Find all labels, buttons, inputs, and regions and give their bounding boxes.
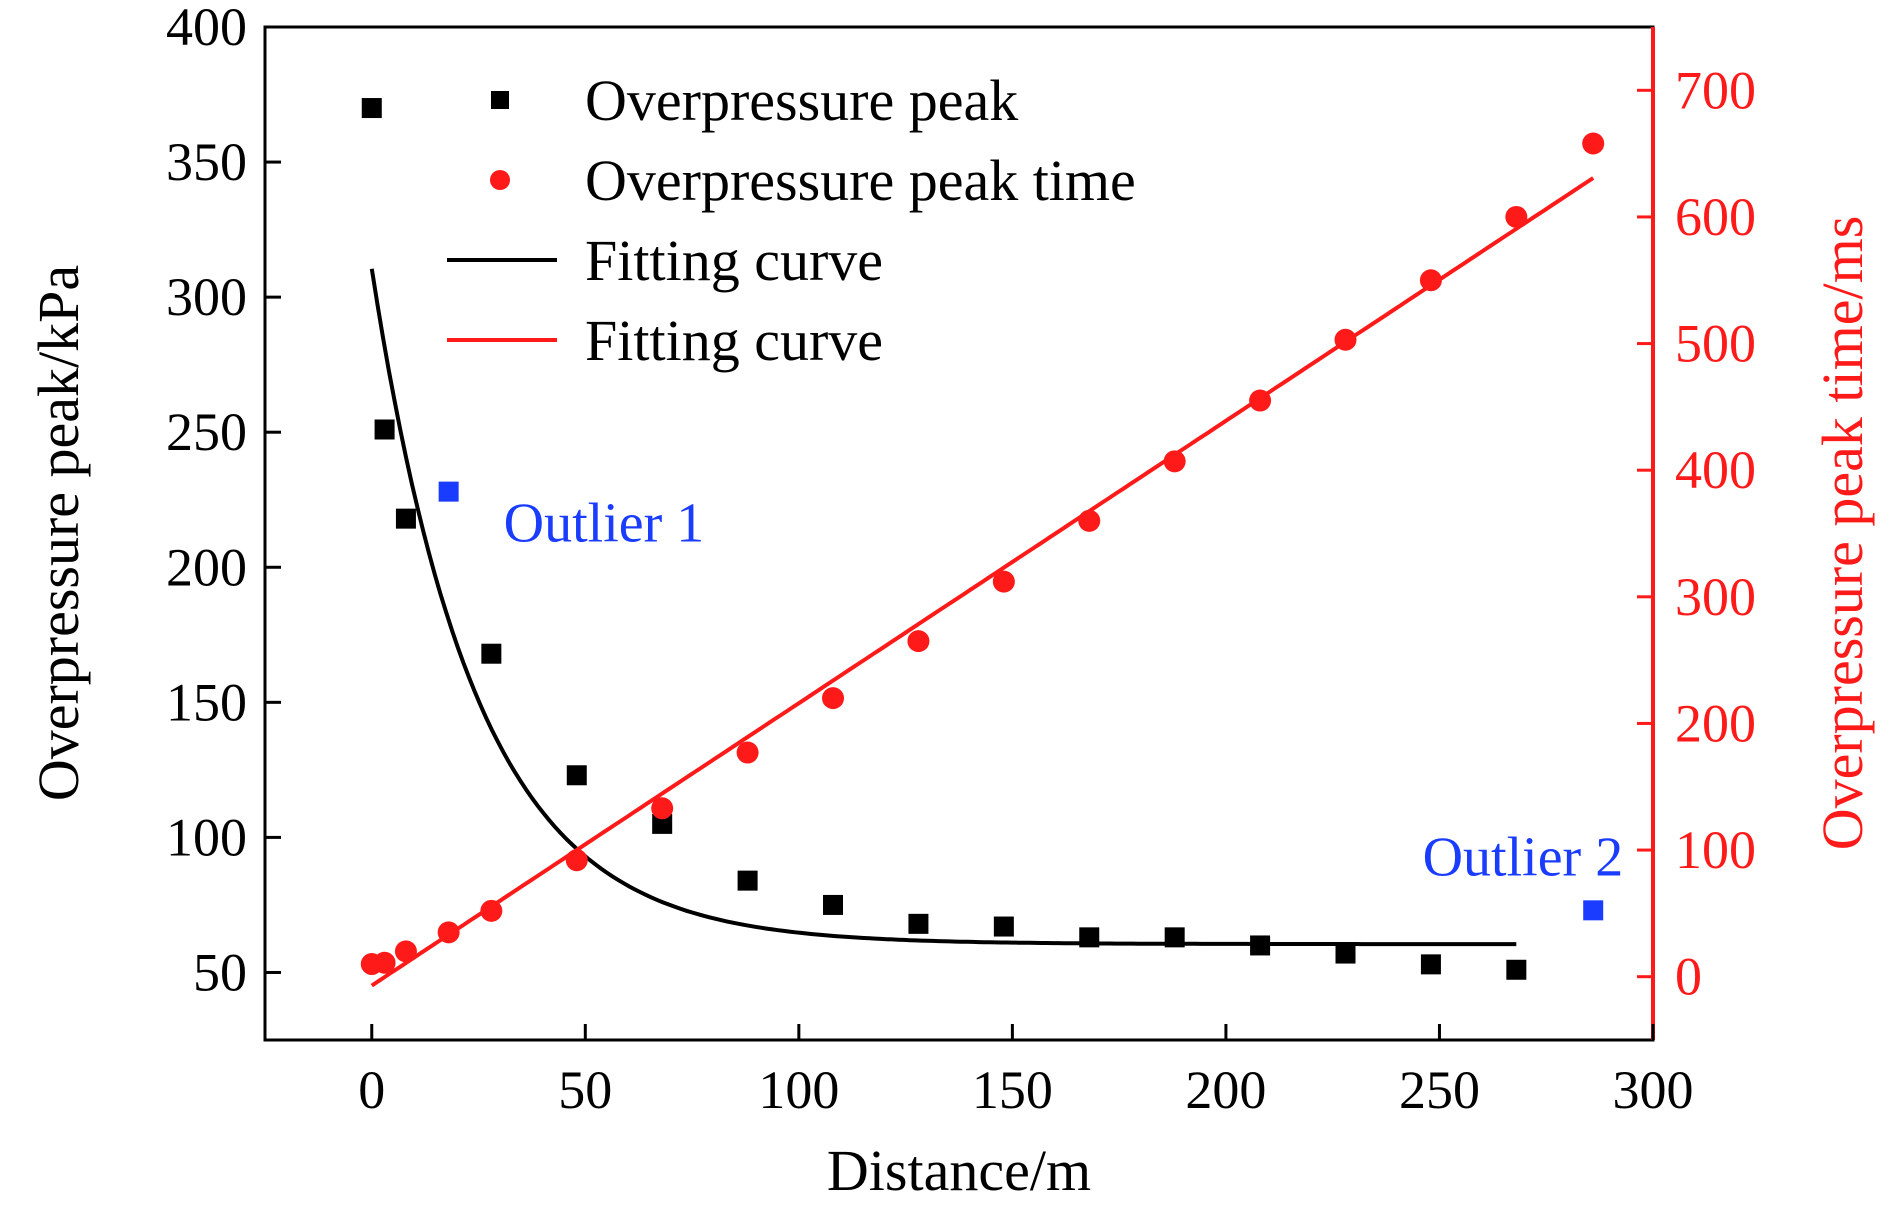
overpressure-peak-time-point (822, 687, 845, 710)
overpressure-peak-time-point (565, 849, 588, 872)
overpressure-peak-point (1164, 927, 1185, 948)
y-left-tick-label-200: 200 (166, 537, 247, 597)
x-tick-label-100: 100 (758, 1060, 839, 1120)
y-axis-title-right: Overpressure peak time/ms (1810, 216, 1875, 851)
y-right-tick-label-500: 500 (1675, 314, 1756, 374)
y-right-tick-label-700: 700 (1675, 60, 1756, 120)
legend-label: Fitting curve (585, 308, 883, 373)
y-right-tick-label-200: 200 (1675, 693, 1756, 753)
overpressure-peak-point (908, 913, 929, 934)
x-tick-label-200: 200 (1185, 1060, 1266, 1120)
overpressure-peak-time-point (394, 940, 417, 963)
y-left-tick-label-150: 150 (166, 672, 247, 732)
fitting-curve-black (369, 268, 1517, 947)
overpressure-peak-time-point (651, 797, 674, 820)
overpressure-peak-point (1079, 927, 1100, 948)
overpressure-peak-point (395, 508, 416, 529)
overpressure-peak-point (481, 643, 502, 664)
overpressure-peak-point (823, 894, 844, 915)
overpressure-peak-point (1250, 935, 1271, 956)
overpressure-peak-point (374, 419, 395, 440)
overpressure-peak-time-point (1078, 509, 1101, 532)
legend-marker-circle (490, 170, 510, 190)
fitting-curve-red (370, 176, 1595, 988)
y-right-tick-label-300: 300 (1675, 567, 1756, 627)
legend-label: Fitting curve (585, 228, 883, 293)
overpressure-peak-point (652, 813, 673, 834)
y-left-tick-label-50: 50 (193, 942, 247, 1002)
legend-label: Overpressure peak time (585, 148, 1136, 213)
overpressure-peak-time-point (992, 570, 1015, 593)
y-left-tick-label-400: 400 (166, 0, 247, 57)
x-tick-label-150: 150 (972, 1060, 1053, 1120)
fitting-curves (369, 176, 1595, 988)
overpressure-peak-point (993, 916, 1014, 937)
overpressure-peak-time-point (736, 741, 759, 764)
x-tick-label-50: 50 (558, 1060, 612, 1120)
y-right-tick-label-100: 100 (1675, 820, 1756, 880)
x-axis-title: Distance/m (827, 1138, 1091, 1203)
legend-marker-square (491, 91, 509, 109)
overpressure-peak-time-point (1505, 205, 1528, 228)
legend: Overpressure peak Overpressure peak time F… (447, 68, 1136, 373)
y-left-tick-label-300: 300 (166, 267, 247, 327)
overpressure-peak-time-point (437, 921, 460, 944)
legend-label: Overpressure peak (585, 68, 1018, 133)
overpressure-peak-time-point (480, 899, 503, 922)
x-tick-label-300: 300 (1613, 1060, 1694, 1120)
outlier-point-1 (438, 481, 459, 502)
x-tick-label-0: 0 (358, 1060, 385, 1120)
ticks: 0 50 100 150 200 250 300 50 100 150 200 250 300 350 40… (166, 0, 1756, 1120)
overpressure-peak-time-point (1334, 328, 1357, 351)
overpressure-peak-time-point (1419, 269, 1442, 292)
y-left-tick-label-350: 350 (166, 132, 247, 192)
overpressure-peak-point (566, 765, 587, 786)
overpressure-peak-time-point (1163, 450, 1186, 473)
overpressure-peak-point (737, 870, 758, 891)
y-right-tick-label-0: 0 (1675, 947, 1702, 1007)
y-left-tick-label-100: 100 (166, 807, 247, 867)
overpressure-peak-point (1420, 954, 1441, 975)
y-left-tick-label-250: 250 (166, 402, 247, 462)
overpressure-peak-time-point (1249, 389, 1272, 412)
y-right-tick-label-600: 600 (1675, 187, 1756, 247)
overpressure-peak-time-point (373, 951, 396, 974)
overpressure-peak-point (1335, 943, 1356, 964)
overpressure-peak-time-point (907, 630, 930, 653)
outlier-label-2: Outlier 2 (1423, 826, 1624, 888)
overpressure-peak-time-point (1582, 132, 1605, 155)
y-right-tick-label-400: 400 (1675, 440, 1756, 500)
outlier-label-1: Outlier 1 (504, 493, 705, 555)
y-axis-title-left: Overpressure peak/kPa (26, 265, 91, 801)
outlier-point-2 (1583, 900, 1604, 921)
x-tick-label-250: 250 (1399, 1060, 1480, 1120)
overpressure-peak-point (361, 98, 382, 119)
data-markers (360, 98, 1605, 980)
outlier-labels: Outlier 1 Outlier 2 (504, 493, 1624, 889)
overpressure-peak-point (1506, 959, 1527, 980)
